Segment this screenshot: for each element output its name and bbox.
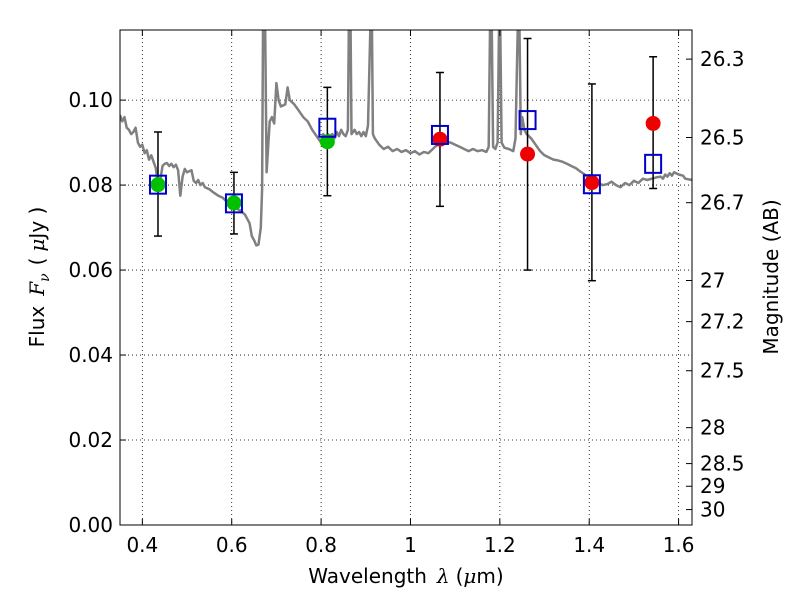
y-axis-symbol: F	[25, 281, 49, 297]
y-tick-label: 0.06	[68, 258, 113, 282]
mag-tick-label: 26.3	[700, 47, 745, 71]
y2-axis-label: Magnitude (AB)	[759, 199, 783, 354]
x-axis-label-text: Wavelength	[308, 564, 427, 588]
axis-ticks: 0.4 0.6 0.8 1 1.2 1.4 1.6 0.00 0.02 0.04 0.06 0.08 0…	[68, 30, 745, 557]
x-tick-label: 1.4	[573, 533, 605, 557]
model-square	[224, 193, 243, 214]
model-square	[644, 153, 663, 174]
model-square	[518, 110, 537, 131]
y-axis-label: Flux Fν ( μJy )	[25, 207, 53, 348]
model-spectrum	[120, 30, 692, 247]
error-bars	[153, 37, 658, 282]
y-axis-label-text: Flux	[25, 306, 49, 348]
model-square	[148, 174, 167, 195]
x-tick-label: 0.8	[305, 533, 337, 557]
mag-tick-label: 28	[700, 416, 725, 440]
y-tick-label: 0.04	[68, 343, 113, 367]
mag-tick-label: 27	[700, 268, 725, 292]
red-data-point	[432, 131, 448, 147]
x-axis-unit-open: (	[456, 564, 464, 588]
x-tick-label: 1.2	[484, 533, 516, 557]
spectrum-line	[120, 30, 692, 247]
mag-tick-label: 26.7	[700, 191, 745, 215]
y-tick-label: 0.02	[68, 428, 113, 452]
x-axis-label: Wavelength λ (μm)	[308, 564, 503, 588]
red-data-point	[520, 146, 536, 162]
green-data-point	[150, 177, 166, 193]
x-axis-unit-mu: μ	[463, 564, 476, 588]
red-data-point	[584, 175, 600, 191]
model-square	[318, 117, 337, 138]
y-axis-unit-mu: μ	[25, 239, 49, 252]
plot-frame	[119, 29, 693, 526]
x-axis-symbol: λ	[436, 564, 450, 588]
model-band-squares	[148, 110, 663, 214]
x-tick-label: 0.6	[216, 533, 248, 557]
green-data-point	[226, 195, 242, 211]
red-data-point	[645, 115, 661, 131]
x-axis-unit-rest: m)	[476, 564, 503, 588]
mag-tick-label: 28.5	[700, 452, 745, 476]
y-tick-label: 0.10	[68, 88, 113, 112]
y-axis-unit-open: (	[25, 258, 49, 266]
mag-tick-label: 29	[700, 474, 725, 498]
y-axis-subscript: ν	[37, 273, 53, 282]
y-axis-unit-rest: Jy )	[25, 207, 49, 241]
x-tick-label: 1	[404, 533, 417, 557]
mag-tick-label: 27.5	[700, 359, 745, 383]
y-tick-label: 0.00	[68, 513, 113, 537]
x-tick-label: 1.6	[663, 533, 695, 557]
model-square	[430, 124, 449, 145]
y-tick-label: 0.08	[68, 173, 113, 197]
x-tick-label: 0.4	[126, 533, 158, 557]
mag-tick-label: 30	[700, 498, 725, 522]
mag-tick-label: 26.5	[700, 125, 745, 149]
mag-tick-label: 27.2	[700, 310, 745, 334]
model-square	[582, 174, 601, 195]
grid	[120, 30, 692, 525]
green-data-point	[319, 134, 335, 150]
photometry-points	[150, 115, 661, 211]
